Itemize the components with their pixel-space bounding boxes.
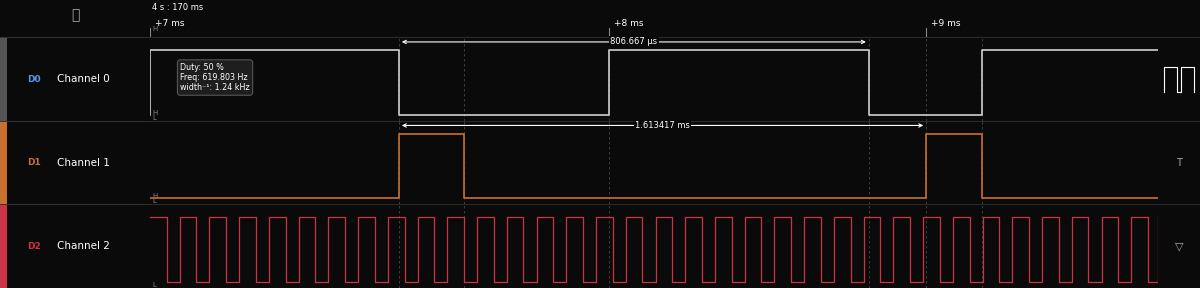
Text: 806.667 μs: 806.667 μs xyxy=(611,37,658,46)
Text: Channel 0: Channel 0 xyxy=(58,74,109,84)
Text: L: L xyxy=(152,198,156,204)
Text: 1.613417 ms: 1.613417 ms xyxy=(635,121,690,130)
Bar xyxy=(0,204,7,288)
Bar xyxy=(0,37,7,121)
Text: D1: D1 xyxy=(28,158,41,167)
Text: +7 ms: +7 ms xyxy=(155,19,185,28)
Text: L: L xyxy=(152,282,156,288)
Text: H: H xyxy=(152,26,157,32)
Text: H: H xyxy=(152,110,157,115)
Text: +9 ms: +9 ms xyxy=(931,19,961,28)
Text: 4 s : 170 ms: 4 s : 170 ms xyxy=(152,3,203,12)
Bar xyxy=(0,121,7,204)
Text: Channel 2: Channel 2 xyxy=(58,241,110,251)
Text: ▽: ▽ xyxy=(1175,241,1183,251)
Text: D0: D0 xyxy=(28,75,41,84)
Text: T: T xyxy=(1176,158,1182,168)
Text: +8 ms: +8 ms xyxy=(613,19,643,28)
Text: L: L xyxy=(152,115,156,121)
Text: H: H xyxy=(152,193,157,199)
Text: D2: D2 xyxy=(28,242,41,251)
Text: Channel 1: Channel 1 xyxy=(58,158,110,168)
Text: ⌒: ⌒ xyxy=(71,8,79,22)
Text: Duty: 50 %
Freq: 619.803 Hz
width⁻¹: 1.24 kHz: Duty: 50 % Freq: 619.803 Hz width⁻¹: 1.2… xyxy=(180,62,250,92)
